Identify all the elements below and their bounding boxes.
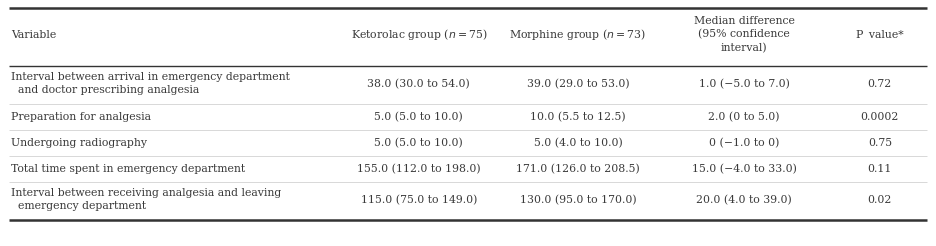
Text: Total time spent in emergency department: Total time spent in emergency department [11, 164, 245, 174]
Text: Undergoing radiography: Undergoing radiography [11, 138, 147, 148]
Text: 1.0 (−5.0 to 7.0): 1.0 (−5.0 to 7.0) [698, 79, 790, 89]
Text: 5.0 (5.0 to 10.0): 5.0 (5.0 to 10.0) [374, 112, 463, 122]
Text: 0.72: 0.72 [868, 79, 892, 89]
Text: Interval between receiving analgesia and leaving
  emergency department: Interval between receiving analgesia and… [11, 188, 282, 211]
Text: Morphine group ($n$ = 73): Morphine group ($n$ = 73) [509, 27, 647, 42]
Text: 15.0 (−4.0 to 33.0): 15.0 (−4.0 to 33.0) [692, 164, 797, 174]
Text: Ketorolac group ($n$ = 75): Ketorolac group ($n$ = 75) [350, 27, 488, 42]
Text: 0 (−1.0 to 0): 0 (−1.0 to 0) [709, 138, 780, 148]
Text: Interval between arrival in emergency department
  and doctor prescribing analge: Interval between arrival in emergency de… [11, 72, 290, 95]
Text: 0.02: 0.02 [868, 195, 892, 205]
Text: 5.0 (5.0 to 10.0): 5.0 (5.0 to 10.0) [374, 138, 463, 148]
Text: 115.0 (75.0 to 149.0): 115.0 (75.0 to 149.0) [360, 195, 477, 205]
Text: 10.0 (5.5 to 12.5): 10.0 (5.5 to 12.5) [530, 112, 626, 122]
Text: 155.0 (112.0 to 198.0): 155.0 (112.0 to 198.0) [357, 164, 481, 174]
Text: 5.0 (4.0 to 10.0): 5.0 (4.0 to 10.0) [534, 138, 622, 148]
Text: Variable: Variable [11, 30, 56, 40]
Text: 171.0 (126.0 to 208.5): 171.0 (126.0 to 208.5) [516, 164, 640, 174]
Text: 38.0 (30.0 to 54.0): 38.0 (30.0 to 54.0) [368, 79, 470, 89]
Text: 2.0 (0 to 5.0): 2.0 (0 to 5.0) [709, 112, 780, 122]
Text: 0.75: 0.75 [868, 138, 892, 148]
Text: 130.0 (95.0 to 170.0): 130.0 (95.0 to 170.0) [519, 195, 636, 205]
Text: Median difference
(95% confidence
interval): Median difference (95% confidence interv… [694, 16, 795, 53]
Text: 0.11: 0.11 [868, 164, 892, 174]
Text: P value*: P value* [856, 30, 903, 40]
Text: 39.0 (29.0 to 53.0): 39.0 (29.0 to 53.0) [527, 79, 629, 89]
Text: Preparation for analgesia: Preparation for analgesia [11, 112, 152, 122]
Text: 20.0 (4.0 to 39.0): 20.0 (4.0 to 39.0) [696, 195, 792, 205]
Text: 0.0002: 0.0002 [861, 112, 899, 122]
